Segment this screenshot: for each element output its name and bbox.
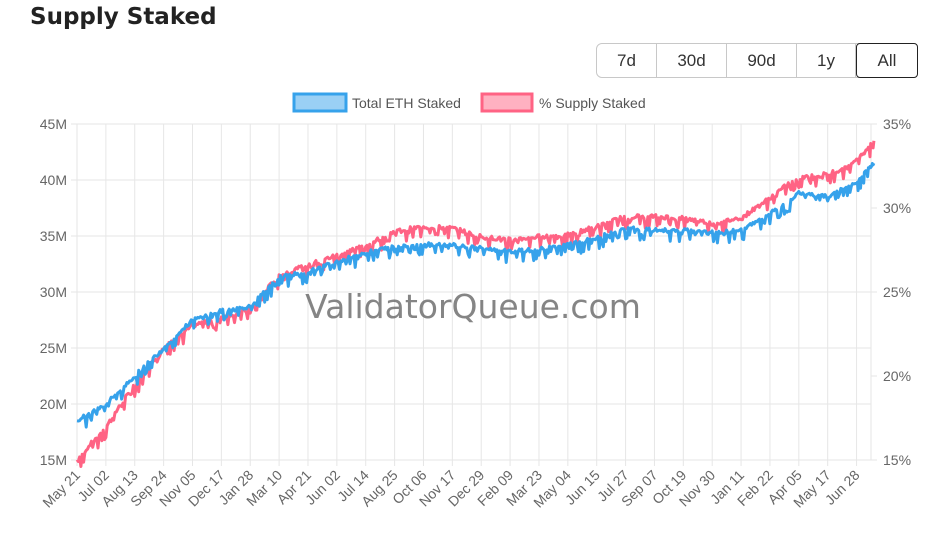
y-right-tick-label: 20% <box>883 368 911 384</box>
x-tick-label: May 21 <box>39 467 83 511</box>
page-title: Supply Staked <box>30 4 217 30</box>
legend-label-pct-supply: % Supply Staked <box>539 95 646 111</box>
range-button-7d[interactable]: 7d <box>597 44 657 77</box>
time-range-selector: 7d 30d 90d 1y All <box>596 43 918 78</box>
y-left-tick-label: 20M <box>40 396 67 412</box>
legend-swatch-pct-supply <box>480 92 534 113</box>
y-left-tick-label: 25M <box>40 340 67 356</box>
y-right-tick-label: 15% <box>883 452 911 468</box>
range-button-30d[interactable]: 30d <box>657 44 727 77</box>
range-button-all[interactable]: All <box>856 43 918 78</box>
range-button-1y[interactable]: 1y <box>797 44 856 77</box>
y-right-tick-label: 30% <box>883 200 911 216</box>
y-left-tick-label: 45M <box>40 116 67 132</box>
y-left-tick-label: 30M <box>40 284 67 300</box>
legend-swatch-total-eth <box>292 92 348 113</box>
legend-label-total-eth: Total ETH Staked <box>352 95 461 111</box>
legend[interactable]: Total ETH Staked % Supply Staked <box>292 92 646 113</box>
y-right-tick-label: 25% <box>883 284 911 300</box>
watermark: ValidatorQueue.com <box>305 287 641 326</box>
series-line-pct-supply <box>75 140 876 468</box>
series-layer <box>75 140 876 468</box>
y-right-tick-label: 35% <box>883 116 911 132</box>
y-left-tick-label: 40M <box>40 172 67 188</box>
series-line-total-eth <box>76 162 876 429</box>
y-left-tick-label: 35M <box>40 228 67 244</box>
range-button-90d[interactable]: 90d <box>727 44 797 77</box>
y-left-tick-label: 15M <box>40 452 67 468</box>
grid <box>71 123 877 466</box>
